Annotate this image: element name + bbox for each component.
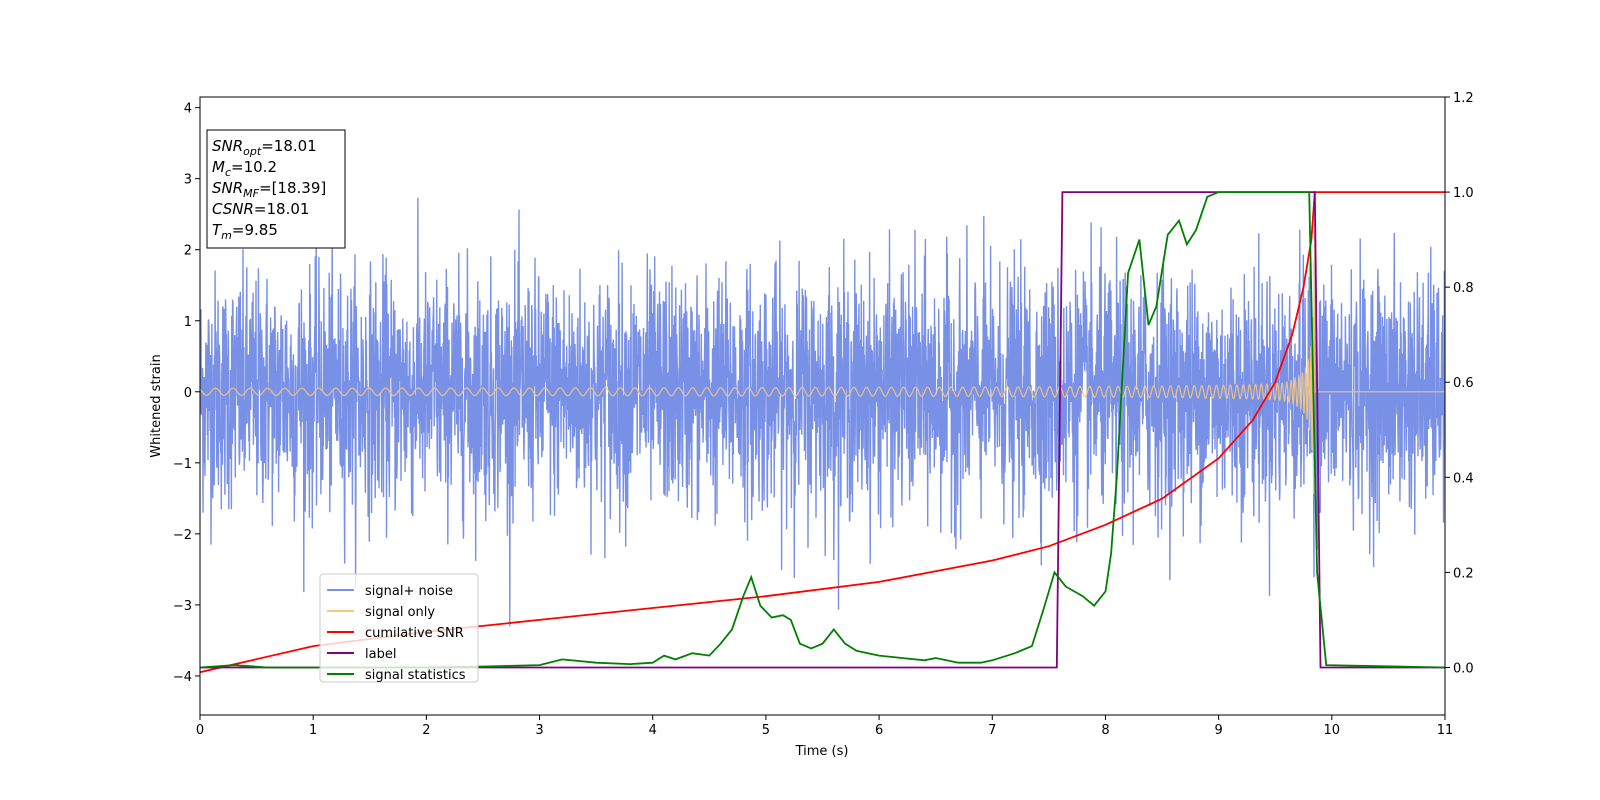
plot-area	[200, 191, 1445, 674]
annotation-line: CSNR=18.01	[212, 200, 309, 218]
y-tick-label: −1	[173, 457, 192, 472]
series-signal-only	[200, 219, 1445, 495]
y-tick-label: −3	[173, 599, 192, 614]
x-tick-label: 3	[535, 723, 543, 738]
legend: signal+ noise signal only cumilative SNR la…	[319, 573, 479, 683]
y2-tick-label: 1.0	[1453, 186, 1474, 201]
series-signal-statistics	[200, 191, 1445, 669]
y-tick-label: −4	[173, 670, 192, 685]
legend-label: signal+ noise	[365, 584, 453, 599]
x-axis: 0 1 2 3 4 5 6 7 8 9 10 11	[196, 715, 1453, 738]
y-axis-right: 0.0 0.2 0.4 0.6 0.8 1.0 1.2	[1445, 91, 1474, 676]
y-tick-label: 2	[184, 244, 192, 259]
y-axis-label: Whitened strain	[149, 354, 164, 457]
legend-label: cumilative SNR	[365, 626, 464, 641]
x-tick-label: 6	[875, 723, 883, 738]
x-axis-label: Time (s)	[795, 744, 849, 759]
y2-tick-label: 0.2	[1453, 566, 1474, 581]
annotation-line: SNRopt=18.01	[212, 137, 317, 158]
x-tick-label: 5	[762, 723, 770, 738]
y2-tick-label: 0.0	[1453, 661, 1474, 676]
legend-frame	[319, 573, 479, 683]
y-tick-label: 4	[184, 102, 192, 117]
series-label	[200, 191, 1445, 669]
x-tick-label: 7	[988, 723, 996, 738]
annotation-frame	[206, 129, 346, 249]
x-tick-label: 2	[422, 723, 430, 738]
y-tick-label: 0	[184, 386, 192, 401]
y-tick-label: 1	[184, 315, 192, 330]
x-tick-label: 8	[1101, 723, 1109, 738]
x-tick-label: 10	[1324, 723, 1341, 738]
annotation-line: Mc=10.2	[212, 158, 277, 179]
legend-label: signal only	[365, 605, 435, 620]
y-tick-label: −2	[173, 528, 192, 543]
x-tick-label: 9	[1214, 723, 1222, 738]
x-tick-label: 4	[649, 723, 657, 738]
y-axis-left: −4 −3 −2 −1 0 1 2 3 4	[173, 102, 200, 685]
y2-tick-label: 0.6	[1453, 376, 1474, 391]
annotation-box: SNRopt=18.01Mc=10.2SNRMF=[18.39]CSNR=18.…	[206, 129, 346, 249]
series-cumilative-snr	[200, 191, 1445, 674]
y-tick-label: 3	[184, 173, 192, 188]
annotation-line: SNRMF=[18.39]	[212, 179, 326, 200]
legend-label: label	[365, 647, 396, 662]
x-tick-label: 0	[196, 723, 204, 738]
axes-frame	[199, 96, 1446, 716]
y2-tick-label: 0.8	[1453, 281, 1474, 296]
y2-tick-label: 0.4	[1453, 471, 1474, 486]
annotation-line: Tm=9.85	[212, 221, 278, 242]
x-tick-label: 11	[1437, 723, 1454, 738]
legend-label: signal statistics	[365, 668, 466, 683]
x-tick-label: 1	[309, 723, 317, 738]
y2-tick-label: 1.2	[1453, 91, 1474, 106]
